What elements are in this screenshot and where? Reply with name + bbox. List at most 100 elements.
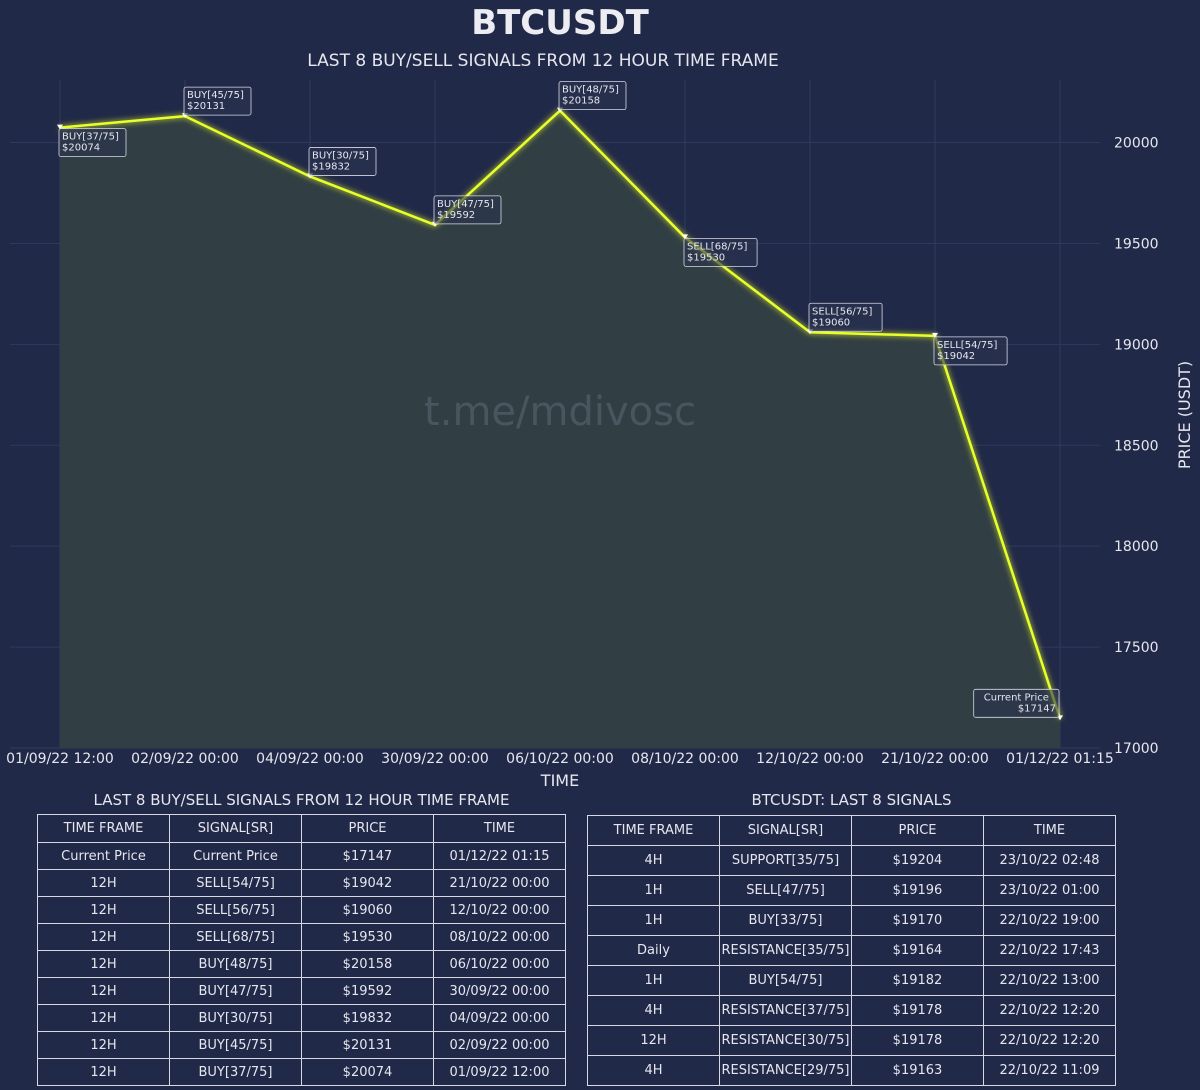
table-cell: $19196 <box>851 875 984 906</box>
table-header-row: TIME FRAME SIGNAL[SR] PRICE TIME <box>587 815 1116 846</box>
y-axis-label: PRICE (USDT) <box>1175 361 1194 469</box>
data-label: BUY[37/75]$20074 <box>58 128 127 158</box>
data-label: BUY[30/75]$19832 <box>308 147 377 176</box>
label-line: BUY[45/75] <box>187 90 244 101</box>
label-line: Current Price <box>984 692 1049 703</box>
table-cell: RESISTANCE[30/75] <box>719 1025 852 1056</box>
y-tick-label: 17000 <box>1114 741 1159 757</box>
table-cell: $17147 <box>301 842 434 870</box>
x-axis-label: TIME <box>540 771 579 790</box>
x-tick-label: 12/10/22 00:00 <box>756 751 864 767</box>
table-row: 12H SELL[56/75] $19060 12/10/22 00:00 <box>37 896 566 924</box>
table-cell: SELL[54/75] <box>169 869 302 897</box>
table-row: 12H BUY[47/75] $19592 30/09/22 00:00 <box>37 977 566 1005</box>
table-cell: 12H <box>37 896 170 924</box>
header-cell: PRICE <box>851 815 984 846</box>
table-cell: $19060 <box>301 896 434 924</box>
table-cell: 1H <box>587 965 720 996</box>
table-row: 1H SELL[47/75] $19196 23/10/22 01:00 <box>587 875 1116 906</box>
table-cell: $19164 <box>851 935 984 966</box>
label-box <box>683 237 758 267</box>
data-label: BUY[45/75]$20131 <box>183 86 252 116</box>
data-label: Current Price$17147 <box>973 688 1060 718</box>
label-box <box>433 195 502 225</box>
table-cell: $19182 <box>851 965 984 996</box>
table-row: 1H BUY[33/75] $19170 22/10/22 19:00 <box>587 905 1116 936</box>
table-row: Current Price Current Price $17147 01/12/22… <box>37 842 566 870</box>
table-cell: BUY[37/75] <box>169 1058 302 1086</box>
watermark: t.me/mdivosc <box>424 389 696 435</box>
table-cell: 06/10/22 00:00 <box>433 950 566 978</box>
right-table-title: BTCUSDT: LAST 8 SIGNALS <box>751 791 952 809</box>
header-cell: SIGNAL[SR] <box>719 815 852 846</box>
table-cell: 1H <box>587 905 720 936</box>
left-table-title: LAST 8 BUY/SELL SIGNALS FROM 12 HOUR TIM… <box>93 791 510 809</box>
table-cell: SELL[47/75] <box>719 875 852 906</box>
table-cell: BUY[33/75] <box>719 905 852 936</box>
table-row: 12H BUY[30/75] $19832 04/09/22 00:00 <box>37 1004 566 1032</box>
chart-subtitle: LAST 8 BUY/SELL SIGNALS FROM 12 HOUR TIM… <box>307 51 778 71</box>
table-cell: RESISTANCE[35/75] <box>719 935 852 966</box>
table-row: 1H BUY[54/75] $19182 22/10/22 13:00 <box>587 965 1116 996</box>
table-cell: 02/09/22 00:00 <box>433 1031 566 1059</box>
table-cell: 12H <box>37 1004 170 1032</box>
data-label: SELL[56/75]$19060 <box>808 302 883 332</box>
table-cell: $19178 <box>851 1025 984 1056</box>
label-line: $19832 <box>312 161 350 172</box>
y-tick-label: 20000 <box>1114 136 1159 152</box>
table-row: 12H BUY[45/75] $20131 02/09/22 00:00 <box>37 1031 566 1059</box>
label-box <box>973 688 1060 718</box>
table-cell: $19204 <box>851 845 984 876</box>
table-row: 12H RESISTANCE[30/75] $19178 22/10/22 12:20 <box>587 1025 1116 1056</box>
table-cell: BUY[54/75] <box>719 965 852 996</box>
table-cell: $19042 <box>301 869 434 897</box>
table-cell: 4H <box>587 845 720 876</box>
table-cell: 01/12/22 01:15 <box>433 842 566 870</box>
table-cell: 12H <box>37 977 170 1005</box>
header-cell: SIGNAL[SR] <box>169 814 302 843</box>
label-line: $19530 <box>687 252 725 263</box>
table-cell: Current Price <box>169 842 302 870</box>
table-cell: $19178 <box>851 995 984 1026</box>
header-cell: TIME FRAME <box>37 814 170 843</box>
price-chart: t.me/mdivoscBUY[37/75]$20074BUY[45/75]$2… <box>6 3 1194 790</box>
x-tick-label: 21/10/22 00:00 <box>881 751 989 767</box>
x-tick-label: 04/09/22 00:00 <box>256 751 364 767</box>
table-cell: 22/10/22 12:20 <box>983 995 1116 1026</box>
table-cell: 30/09/22 00:00 <box>433 977 566 1005</box>
table-cell: 12H <box>37 950 170 978</box>
label-box <box>58 128 127 158</box>
label-box <box>808 302 883 332</box>
x-tick-label: 01/09/22 12:00 <box>6 751 114 767</box>
data-label: BUY[48/75]$20158 <box>558 81 627 111</box>
label-line: $20074 <box>62 143 100 154</box>
table-header-row: TIME FRAME SIGNAL[SR] PRICE TIME <box>37 814 566 843</box>
table-cell: $19170 <box>851 905 984 936</box>
y-tick-label: 17500 <box>1114 640 1159 656</box>
table-row: 4H RESISTANCE[29/75] $19163 22/10/22 11:09 <box>587 1055 1116 1086</box>
table-cell: 23/10/22 01:00 <box>983 875 1116 906</box>
table-cell: 22/10/22 19:00 <box>983 905 1116 936</box>
area-fill <box>60 110 1060 748</box>
table-cell: 4H <box>587 995 720 1026</box>
label-line: SELL[54/75] <box>937 340 998 351</box>
table-cell: 22/10/22 12:20 <box>983 1025 1116 1056</box>
y-tick-label: 19500 <box>1114 236 1159 252</box>
table-row: 12H SELL[68/75] $19530 08/10/22 00:00 <box>37 923 566 951</box>
table-cell: $20131 <box>301 1031 434 1059</box>
x-tick-label: 08/10/22 00:00 <box>631 751 739 767</box>
table-cell: BUY[48/75] <box>169 950 302 978</box>
table-cell: RESISTANCE[37/75] <box>719 995 852 1026</box>
table-cell: BUY[47/75] <box>169 977 302 1005</box>
table-cell: 1H <box>587 875 720 906</box>
data-label: SELL[54/75]$19042 <box>933 336 1008 366</box>
label-line: $19060 <box>812 317 850 328</box>
label-line: $19592 <box>437 210 475 221</box>
table-row: 12H BUY[37/75] $20074 01/09/22 12:00 <box>37 1058 566 1086</box>
table-cell: $20074 <box>301 1058 434 1086</box>
header-cell: TIME <box>983 815 1116 846</box>
table-row: Daily RESISTANCE[35/75] $19164 22/10/22 17:… <box>587 935 1116 966</box>
label-line: BUY[47/75] <box>437 199 494 210</box>
table-cell: 12H <box>37 1031 170 1059</box>
table-cell: Daily <box>587 935 720 966</box>
